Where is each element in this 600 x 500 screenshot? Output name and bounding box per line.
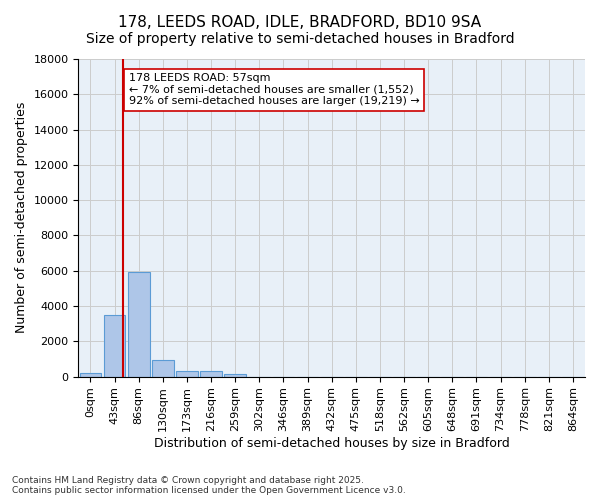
- Bar: [128, 272, 149, 376]
- Text: 178 LEEDS ROAD: 57sqm
← 7% of semi-detached houses are smaller (1,552)
92% of se: 178 LEEDS ROAD: 57sqm ← 7% of semi-detac…: [128, 73, 419, 106]
- Bar: [176, 371, 198, 376]
- Text: Size of property relative to semi-detached houses in Bradford: Size of property relative to semi-detach…: [86, 32, 514, 46]
- Text: Contains HM Land Registry data © Crown copyright and database right 2025.
Contai: Contains HM Land Registry data © Crown c…: [12, 476, 406, 495]
- Bar: [200, 371, 222, 376]
- X-axis label: Distribution of semi-detached houses by size in Bradford: Distribution of semi-detached houses by …: [154, 437, 509, 450]
- Y-axis label: Number of semi-detached properties: Number of semi-detached properties: [15, 102, 28, 334]
- Bar: [80, 373, 101, 376]
- Bar: [224, 374, 246, 376]
- Bar: [104, 315, 125, 376]
- Bar: [152, 360, 173, 376]
- Text: 178, LEEDS ROAD, IDLE, BRADFORD, BD10 9SA: 178, LEEDS ROAD, IDLE, BRADFORD, BD10 9S…: [118, 15, 482, 30]
